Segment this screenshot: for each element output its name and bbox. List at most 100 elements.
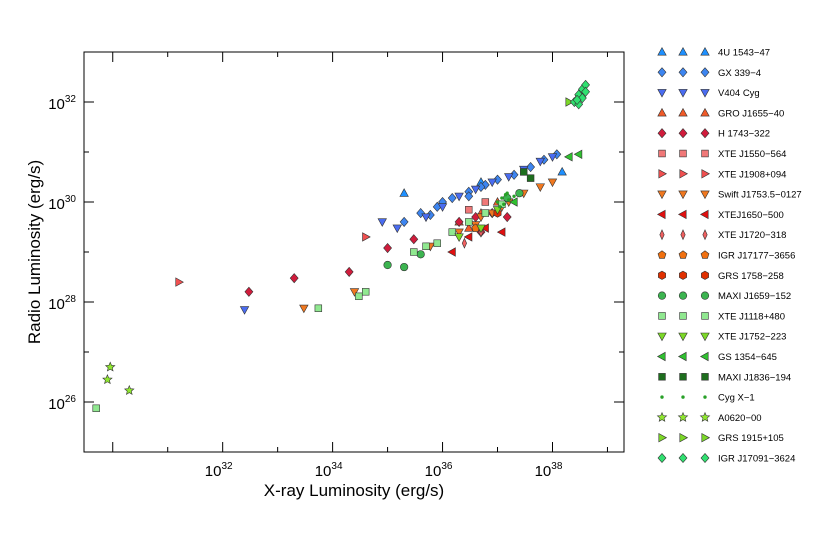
data-point	[515, 189, 524, 198]
legend-marker	[658, 149, 666, 158]
legend-marker	[700, 332, 710, 342]
legend-marker	[660, 395, 664, 399]
data-point	[509, 197, 518, 207]
legend-marker	[700, 107, 710, 117]
legend-label: H 1743−322	[718, 129, 770, 140]
legend-label: MAXI J1836−194	[718, 372, 791, 383]
legend-marker	[657, 67, 667, 78]
legend-label: Swift J1753.5−0127	[718, 190, 802, 201]
legend-label: IGR J17177−3656	[718, 251, 795, 262]
legend-marker	[657, 291, 667, 300]
legend-marker	[659, 229, 665, 241]
data-point	[239, 306, 250, 315]
legend-entry: MAXI J1659−152	[657, 291, 791, 302]
x-tick-label: 1032	[205, 461, 233, 480]
legend-marker	[657, 190, 667, 200]
y-axis-ticks	[84, 51, 624, 453]
legend-marker	[679, 373, 687, 381]
data-point	[377, 218, 387, 227]
legend-marker	[699, 209, 709, 220]
data-point	[526, 161, 536, 173]
legend-label: GRS 1758−258	[718, 271, 784, 282]
data-point	[476, 224, 486, 234]
legend-marker	[701, 312, 709, 320]
data-point	[409, 234, 419, 245]
data-point	[349, 288, 360, 297]
data-point	[465, 218, 473, 226]
data-point	[422, 242, 430, 251]
legend-marker	[658, 312, 666, 320]
data-point	[493, 174, 502, 185]
x-tick-label: 1034	[315, 461, 343, 480]
data-point	[464, 191, 474, 202]
legend-marker	[677, 411, 689, 422]
data-point	[564, 152, 573, 162]
legend-label: XTEJ1650−500	[718, 210, 784, 221]
legend-entry: A0620−00	[656, 411, 762, 424]
legend-marker	[699, 411, 711, 422]
legend-label: XTE J1550−564	[718, 149, 786, 160]
legend-marker	[679, 169, 689, 179]
data-point	[289, 273, 299, 284]
data-point	[498, 205, 502, 209]
data-point	[572, 94, 582, 105]
data-point	[416, 250, 425, 259]
data-point	[454, 192, 464, 202]
legend-marker	[700, 452, 710, 464]
data-point	[299, 304, 309, 314]
y-tick-label: 1032	[48, 94, 76, 113]
data-point	[476, 181, 486, 193]
legend-marker	[679, 432, 689, 443]
data-point	[355, 292, 363, 301]
data-point	[437, 203, 448, 212]
legend-marker	[678, 89, 688, 98]
legend-marker	[701, 270, 709, 280]
legend-entry: XTEJ1650−500	[656, 209, 784, 221]
legend-label: XTE J1720−318	[718, 230, 786, 241]
legend-entry: H 1743−322	[657, 128, 770, 140]
legend-marker	[677, 351, 687, 362]
data-point	[399, 216, 409, 227]
data-point	[410, 248, 418, 256]
legend-entry: IGR J17177−3656	[657, 250, 795, 262]
legend-marker	[657, 332, 667, 342]
data-point	[520, 168, 528, 176]
data-point	[547, 178, 558, 188]
legend-entry: XTE J1752−223	[657, 332, 786, 343]
legend-marker	[656, 411, 668, 422]
data-point	[400, 262, 409, 272]
data-point	[547, 153, 558, 162]
legend: 4U 1543−47 GX 339−4 V404 Cyg GRO J1655−40 H …	[656, 46, 802, 465]
legend-entry: Cyg X−1	[660, 393, 755, 404]
data-point	[502, 211, 512, 223]
data-point	[244, 286, 254, 297]
legend-marker	[658, 270, 666, 280]
data-point	[362, 288, 370, 296]
legend-marker	[700, 291, 710, 300]
x-axis-title: X-ray Luminosity (erg/s)	[264, 481, 444, 500]
legend-marker	[678, 128, 688, 139]
legend-entry: Swift J1753.5−0127	[657, 190, 802, 201]
data-point	[535, 157, 545, 167]
legend-marker	[701, 149, 709, 158]
data-point	[344, 266, 354, 277]
data-point	[454, 228, 464, 238]
data-point	[362, 232, 371, 242]
legend-marker	[657, 452, 667, 464]
data-point	[481, 198, 490, 206]
data-point	[383, 260, 392, 270]
legend-marker	[703, 395, 707, 399]
legend-marker	[679, 149, 687, 158]
legend-entry: V404 Cyg	[657, 88, 760, 99]
y-axis-title: Radio Luminosity (erg/s)	[25, 160, 44, 344]
legend-marker	[657, 250, 667, 259]
data-point	[535, 183, 545, 192]
legend-label: Cyg X−1	[718, 393, 755, 404]
legend-entry: GS 1354−645	[656, 351, 777, 363]
legend-marker	[700, 67, 710, 78]
legend-label: V404 Cyg	[718, 88, 760, 99]
data-point	[448, 228, 456, 236]
legend-marker	[678, 291, 688, 300]
legend-marker	[678, 107, 688, 117]
